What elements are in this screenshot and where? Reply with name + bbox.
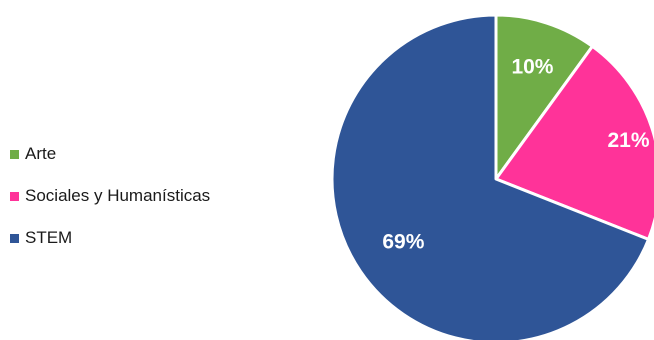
legend-swatch-arte bbox=[10, 149, 19, 159]
legend-swatch-stem bbox=[10, 233, 19, 243]
chart-legend: Arte Sociales y Humanísticas STEM bbox=[10, 144, 210, 248]
pie-label-arte: 10% bbox=[511, 55, 553, 78]
legend-label-stem: STEM bbox=[25, 228, 73, 247]
legend-label-sociales: Sociales y Humanísticas bbox=[25, 186, 211, 205]
pie-labels: 10% 21% 69% bbox=[382, 55, 650, 253]
pie-slice-arte bbox=[494, 13, 594, 181]
pie-label-stem: 69% bbox=[382, 230, 424, 253]
legend-item-stem: STEM bbox=[10, 228, 210, 248]
pie-slices bbox=[330, 13, 654, 340]
pie-slice-stem bbox=[330, 13, 650, 340]
legend-swatch-sociales bbox=[10, 191, 19, 201]
pie-label-sociales: 21% bbox=[608, 129, 650, 152]
pie-slice-sociales bbox=[494, 44, 654, 241]
legend-item-arte: Arte bbox=[10, 144, 210, 164]
legend-label-arte: Arte bbox=[25, 144, 57, 163]
legend-item-sociales: Sociales y Humanísticas bbox=[10, 186, 210, 206]
